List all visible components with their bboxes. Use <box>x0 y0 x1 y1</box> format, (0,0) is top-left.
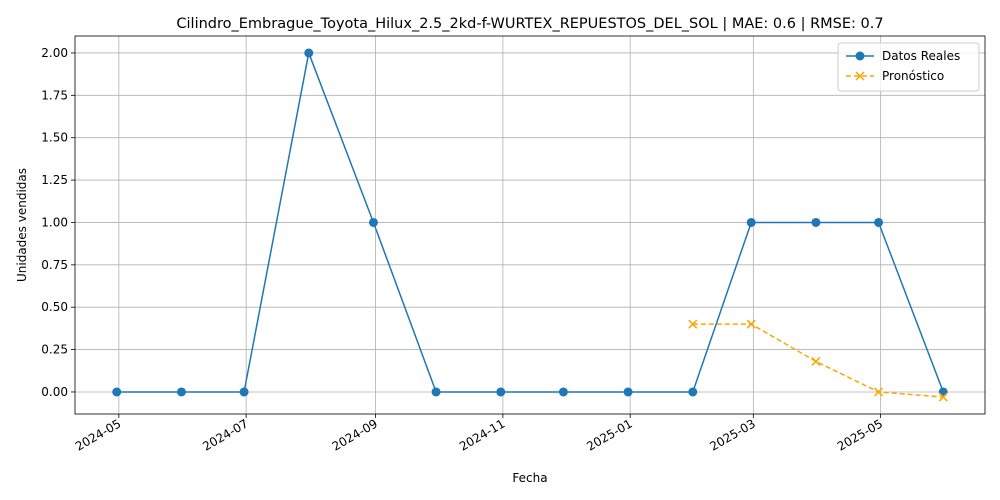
data-point <box>112 387 122 397</box>
series-layer <box>112 48 948 402</box>
y-tick-label: 1.50 <box>41 131 68 145</box>
y-axis-label: Unidades vendidas <box>15 168 29 282</box>
x-axis-label: Fecha <box>512 471 547 485</box>
data-point <box>746 217 756 227</box>
data-point <box>368 217 378 227</box>
data-point <box>938 387 948 397</box>
data-point <box>239 387 249 397</box>
y-tick-label: 1.25 <box>41 173 68 187</box>
series-line <box>116 52 944 393</box>
data-point <box>304 48 314 58</box>
chart-title: Cilindro_Embrague_Toyota_Hilux_2.5_2kd-f… <box>176 16 883 32</box>
plot-frame <box>74 35 986 415</box>
series-real <box>112 48 948 397</box>
series-forecast <box>688 319 948 402</box>
legend-forecast-label: Pronóstico <box>882 69 944 83</box>
legend: Datos Reales Pronóstico <box>837 42 980 92</box>
data-point <box>558 387 568 397</box>
y-tick-label: 0.00 <box>41 385 68 399</box>
data-point <box>623 387 633 397</box>
data-point <box>811 217 821 227</box>
legend-real-label: Datos Reales <box>882 49 960 63</box>
data-point <box>688 387 698 397</box>
data-point <box>496 387 506 397</box>
y-tick-label: 0.25 <box>41 343 68 357</box>
y-tick-label: 0.75 <box>41 258 68 272</box>
y-tick-label: 2.00 <box>41 46 68 60</box>
data-point <box>811 356 821 366</box>
data-point <box>874 217 884 227</box>
legend-forecast-marker <box>855 71 865 81</box>
series-line <box>692 323 944 398</box>
data-point <box>688 319 698 329</box>
legend-real-marker <box>855 51 865 61</box>
data-point <box>431 387 441 397</box>
data-point <box>746 319 756 329</box>
y-tick-label: 1.00 <box>41 215 68 229</box>
y-tick-label: 1.75 <box>41 88 68 102</box>
data-point <box>176 387 186 397</box>
data-point <box>938 392 948 402</box>
y-tick-label: 0.50 <box>41 300 68 314</box>
legend-frame <box>837 42 980 92</box>
data-point <box>874 387 884 397</box>
